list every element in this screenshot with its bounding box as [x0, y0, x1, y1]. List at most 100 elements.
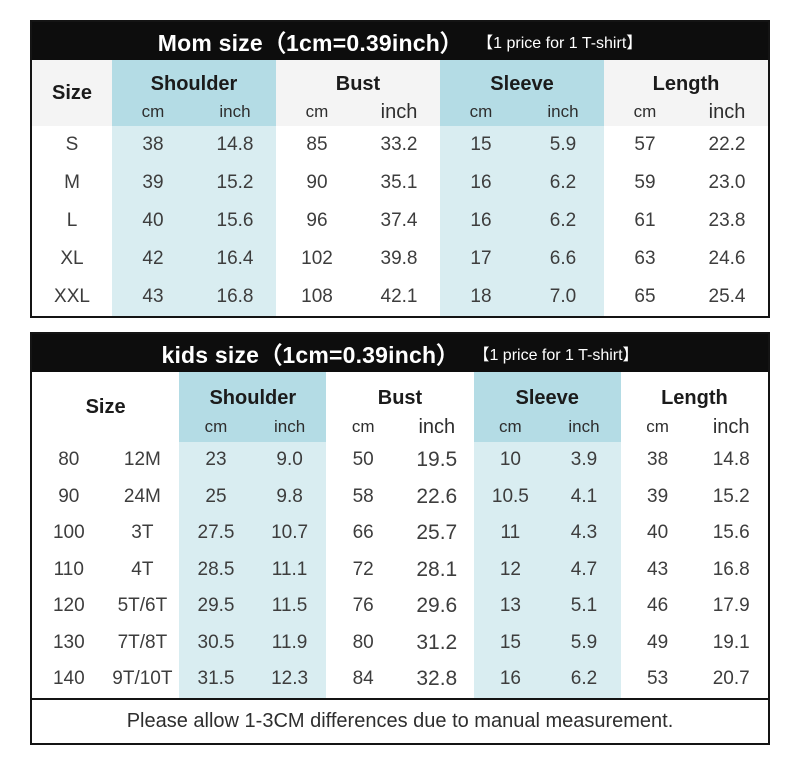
table-cell: 16 [440, 202, 522, 240]
table-cell: 25.7 [416, 521, 458, 545]
table-cell: S [65, 134, 79, 155]
table-cell: 84 [352, 668, 374, 690]
table-row: 140 9T/10T 31.5 12.3 84 32.8 16 6.2 53 20.7 [32, 661, 768, 698]
table-cell: 16 [440, 164, 522, 202]
table-cell: 29.5 [179, 588, 253, 625]
table-cell: 10.7 [252, 515, 327, 552]
unit-header-cm: cm [440, 98, 522, 126]
table-cell: 12 [473, 551, 548, 588]
table-cell: 10 [473, 442, 548, 479]
table-cell: 42.1 [380, 286, 418, 307]
table-cell: 19.5 [416, 448, 458, 472]
table-cell: 23 [179, 442, 253, 479]
table-cell: L [66, 210, 78, 231]
mom-table-title: Mom size（1cm=0.39inch） [157, 30, 464, 56]
unit-header-cm: cm [112, 98, 194, 126]
table-cell: 16.8 [194, 278, 276, 316]
kids-table-title: kids size（1cm=0.39inch） [161, 342, 460, 368]
mom-table-header: Size Shoulder Bust Sleeve Length cm inch… [32, 60, 768, 126]
table-cell: 16.4 [194, 240, 276, 278]
table-row: 90 24M 25 9.8 58 22.6 10.5 4.1 39 15.2 [32, 478, 768, 515]
table-cell: 72 [352, 558, 374, 580]
table-cell: 110 [53, 558, 84, 580]
unit-header-inch: inch [252, 412, 327, 442]
column-header-sleeve: Sleeve [473, 372, 621, 412]
table-cell: 90 [306, 172, 328, 193]
table-row: XL 42 16.4 102 39.8 17 6.6 63 24.6 [32, 240, 768, 278]
unit-header-inch: inch [194, 98, 276, 126]
table-cell: 11.9 [252, 624, 327, 661]
table-cell: 22.2 [708, 134, 746, 155]
table-cell: 66 [352, 522, 374, 544]
table-cell: 25 [179, 478, 253, 515]
table-cell: 9.8 [252, 478, 327, 515]
table-cell: 13 [473, 588, 548, 625]
table-cell: 38 [112, 126, 194, 164]
table-cell: XL [60, 248, 84, 269]
table-cell: 17.9 [712, 595, 750, 617]
table-cell: 90 [58, 485, 80, 507]
table-cell: 63 [634, 248, 656, 269]
table-row: 80 12M 23 9.0 50 19.5 10 3.9 38 14.8 [32, 442, 768, 479]
kids-table-title-bar: kids size（1cm=0.39inch） 【1 price for 1 T… [32, 334, 768, 372]
table-cell: 9.0 [252, 442, 327, 479]
table-cell: 4.3 [547, 515, 621, 552]
table-cell: 37.4 [380, 210, 418, 231]
table-cell: 22.6 [416, 484, 458, 508]
table-cell: 35.1 [380, 172, 418, 193]
unit-header-cm: cm [473, 412, 548, 442]
table-cell: 12.3 [252, 661, 327, 698]
table-cell: 5.1 [547, 588, 621, 625]
mom-size-table: Mom size（1cm=0.39inch） 【1 price for 1 T-… [30, 20, 770, 318]
table-cell: 11.5 [252, 588, 327, 625]
table-cell: 3T [131, 522, 154, 544]
table-cell: 14.8 [712, 449, 750, 471]
table-cell: 3.9 [547, 442, 621, 479]
table-cell: 46 [647, 595, 669, 617]
table-cell: 24.6 [708, 248, 746, 269]
unit-header-cm: cm [604, 98, 686, 126]
unit-header-inch: inch [418, 415, 456, 438]
table-cell: 42 [112, 240, 194, 278]
table-cell: 30.5 [179, 624, 253, 661]
table-cell: 43 [647, 558, 669, 580]
column-header-bust: Bust [276, 60, 440, 98]
table-cell: 5.9 [522, 126, 604, 164]
table-cell: 5.9 [547, 624, 621, 661]
table-cell: 31.2 [416, 630, 458, 654]
table-row: S 38 14.8 85 33.2 15 5.9 57 22.2 [32, 126, 768, 164]
table-cell: 102 [301, 248, 333, 269]
column-header-length: Length [604, 60, 768, 98]
table-cell: 7T/8T [117, 631, 168, 653]
table-cell: 28.1 [416, 557, 458, 581]
table-cell: 130 [52, 631, 85, 653]
table-cell: 23.0 [708, 172, 746, 193]
table-cell: 31.5 [179, 661, 253, 698]
table-cell: 23.8 [708, 210, 746, 231]
table-cell: 15 [473, 624, 548, 661]
table-cell: 80 [352, 631, 374, 653]
unit-header-cm: cm [179, 412, 253, 442]
table-cell: 96 [306, 210, 328, 231]
table-row: 130 7T/8T 30.5 11.9 80 31.2 15 5.9 49 19.1 [32, 624, 768, 661]
table-cell: 16 [473, 661, 548, 698]
table-cell: 15 [440, 126, 522, 164]
kids-size-table: kids size（1cm=0.39inch） 【1 price for 1 T… [30, 332, 770, 745]
table-cell: 49 [647, 631, 669, 653]
mom-table-title-bar: Mom size（1cm=0.39inch） 【1 price for 1 T-… [32, 22, 768, 60]
table-cell: 4T [131, 558, 154, 580]
table-cell: 24M [123, 485, 161, 507]
table-cell: 39 [112, 164, 194, 202]
kids-table-price-note: 【1 price for 1 T-shirt】 [473, 347, 639, 364]
table-cell: 43 [112, 278, 194, 316]
table-cell: 120 [52, 595, 85, 617]
table-cell: 108 [301, 286, 333, 307]
unit-header-inch: inch [712, 415, 750, 438]
table-cell: M [64, 172, 80, 193]
table-cell: 25.4 [708, 286, 746, 307]
column-header-shoulder: Shoulder [179, 372, 327, 412]
table-cell: 29.6 [416, 594, 458, 618]
unit-header-cm: cm [351, 417, 375, 436]
table-cell: 40 [647, 522, 669, 544]
kids-table-header: Size Shoulder Bust Sleeve Length cm inch… [32, 372, 768, 442]
